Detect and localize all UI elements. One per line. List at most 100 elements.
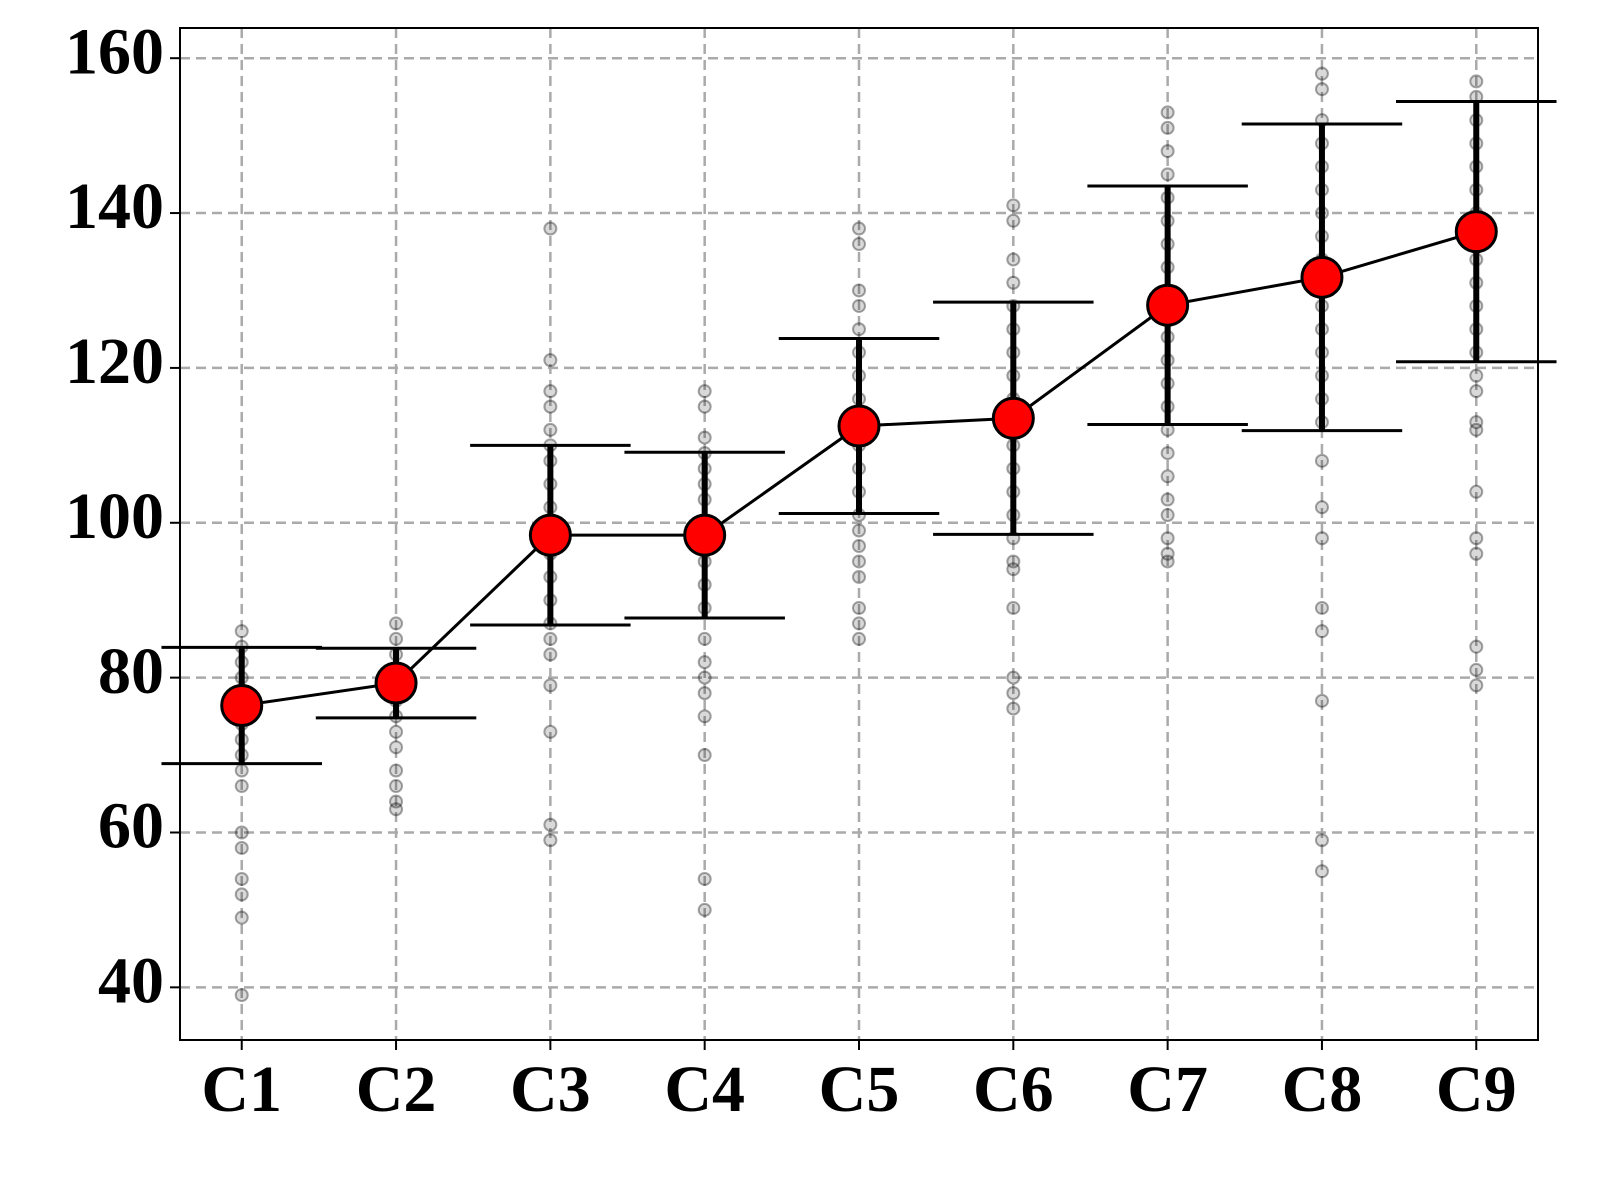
sample-point xyxy=(234,871,249,886)
sample-point xyxy=(234,910,249,925)
sample-point xyxy=(697,686,712,701)
sample-point xyxy=(697,670,712,685)
sample-point xyxy=(543,678,558,693)
sample-point xyxy=(1469,678,1484,693)
plot-frame xyxy=(179,27,1539,1041)
sample-point xyxy=(1469,639,1484,654)
sample-point xyxy=(543,647,558,662)
sample-point xyxy=(543,221,558,236)
sample-point xyxy=(1006,275,1021,290)
sample-point xyxy=(852,616,866,631)
sample-point xyxy=(1006,701,1021,716)
sample-point xyxy=(543,631,558,646)
y-tick-label: 120 xyxy=(65,325,164,398)
sample-point xyxy=(389,794,404,809)
sample-point xyxy=(1314,453,1329,468)
sample-point xyxy=(1006,600,1021,615)
sample-point xyxy=(1314,693,1329,708)
mean-marker xyxy=(683,513,727,557)
sample-point xyxy=(697,709,712,724)
sample-point xyxy=(543,422,558,437)
sample-point xyxy=(1469,415,1484,430)
sample-point xyxy=(697,902,712,917)
mean-marker xyxy=(220,684,264,728)
sample-point xyxy=(389,631,404,646)
sample-point xyxy=(852,322,866,337)
sample-point xyxy=(543,817,558,832)
sample-point xyxy=(1469,74,1484,89)
sample-point xyxy=(1469,662,1484,677)
sample-point xyxy=(1469,422,1484,437)
sample-point xyxy=(389,779,404,794)
x-tick-label: C4 xyxy=(664,1053,745,1126)
x-tick-label: C7 xyxy=(1127,1053,1208,1126)
x-tick-label: C6 xyxy=(973,1053,1054,1126)
sample-point xyxy=(1160,167,1175,182)
mean-marker xyxy=(991,396,1035,440)
sample-point xyxy=(234,624,249,639)
sample-point xyxy=(1469,384,1484,399)
x-tick-label: C8 xyxy=(1282,1053,1363,1126)
x-tick-label: C9 xyxy=(1436,1053,1517,1126)
sample-point xyxy=(389,724,404,739)
sample-point xyxy=(389,763,404,778)
sample-point xyxy=(852,237,866,252)
sample-point xyxy=(1314,864,1329,879)
sample-point xyxy=(1314,531,1329,546)
sample-point xyxy=(1006,562,1021,577)
sample-point xyxy=(1006,198,1021,213)
sample-point xyxy=(697,871,712,886)
sample-point xyxy=(543,399,558,414)
mean-marker xyxy=(1454,210,1498,254)
y-tick-label: 140 xyxy=(65,170,164,243)
x-tick-label: C1 xyxy=(201,1053,282,1126)
sample-point xyxy=(852,600,866,615)
sample-point xyxy=(697,655,712,670)
sample-point xyxy=(1314,66,1329,81)
x-tick-label: C3 xyxy=(510,1053,591,1126)
sample-point xyxy=(1006,686,1021,701)
sample-point xyxy=(852,283,866,298)
sample-point xyxy=(543,833,558,848)
mean-marker xyxy=(528,513,572,557)
sample-point xyxy=(1160,446,1175,461)
sample-point xyxy=(697,399,712,414)
sample-point xyxy=(389,802,404,817)
sample-point xyxy=(697,748,712,763)
sample-point xyxy=(852,569,866,584)
sample-point xyxy=(389,740,404,755)
sample-point xyxy=(1006,670,1021,685)
sample-point xyxy=(234,763,249,778)
sample-point xyxy=(1314,82,1329,97)
sample-point xyxy=(1160,554,1175,569)
sample-point xyxy=(1006,554,1021,569)
sample-point xyxy=(1314,600,1329,615)
sample-point xyxy=(1314,833,1329,848)
sample-point xyxy=(1469,484,1484,499)
sample-point xyxy=(852,523,866,538)
sample-point xyxy=(543,353,558,368)
sample-point xyxy=(852,221,866,236)
sample-point xyxy=(1160,531,1175,546)
sample-point xyxy=(234,988,249,1003)
y-tick-label: 80 xyxy=(98,635,164,708)
sample-point xyxy=(852,554,866,569)
sample-point xyxy=(1006,252,1021,267)
sample-point xyxy=(543,384,558,399)
mean-marker xyxy=(374,661,418,705)
mean-marker xyxy=(837,404,881,448)
sample-point xyxy=(234,825,249,840)
sample-point xyxy=(697,631,712,646)
sample-point xyxy=(1469,368,1484,383)
sample-point xyxy=(1160,508,1175,523)
sample-point xyxy=(1469,531,1484,546)
sample-point xyxy=(1469,546,1484,561)
y-tick-label: 60 xyxy=(98,790,164,863)
sample-point xyxy=(1160,144,1175,159)
mean-marker xyxy=(1300,255,1344,299)
x-tick-label: C5 xyxy=(819,1053,900,1126)
sample-point xyxy=(852,631,866,646)
sample-point xyxy=(1314,500,1329,515)
sample-point xyxy=(1160,105,1175,120)
